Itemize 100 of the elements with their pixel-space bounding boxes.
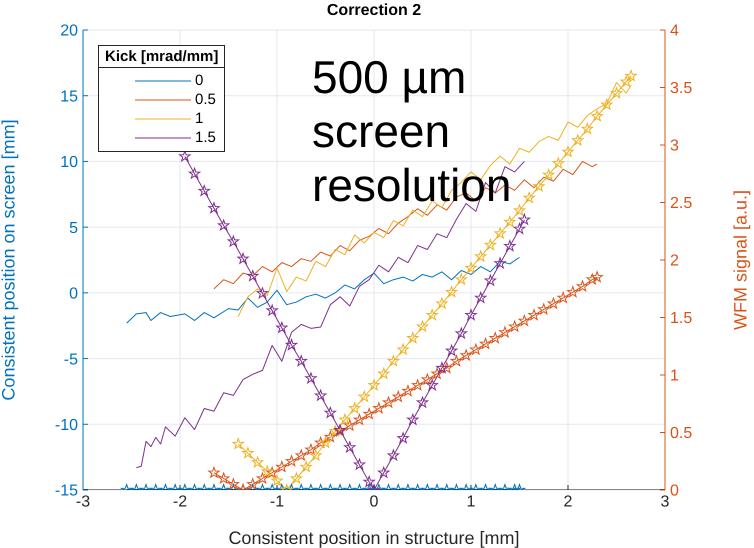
point bbox=[412, 379, 424, 390]
point bbox=[266, 466, 278, 478]
point bbox=[470, 344, 482, 355]
point bbox=[518, 214, 530, 225]
point bbox=[368, 379, 380, 390]
point bbox=[528, 309, 540, 320]
point bbox=[557, 292, 569, 303]
legend-label: 1 bbox=[195, 110, 204, 127]
legend-label: 1.5 bbox=[195, 129, 216, 146]
point bbox=[266, 304, 278, 316]
legend-title: Kick [mrad/mm] bbox=[99, 46, 224, 68]
point bbox=[610, 87, 622, 98]
x-axis-title: Consistent position in structure [mm] bbox=[228, 528, 520, 548]
x-tick-label: 0 bbox=[370, 493, 379, 510]
x-tick-label: -3 bbox=[76, 493, 90, 510]
point bbox=[542, 168, 554, 180]
point bbox=[474, 250, 486, 262]
point bbox=[397, 432, 409, 444]
point bbox=[320, 436, 332, 448]
point bbox=[388, 450, 400, 460]
point bbox=[402, 385, 414, 396]
point bbox=[339, 414, 351, 425]
point bbox=[344, 441, 356, 452]
point bbox=[450, 355, 462, 366]
point bbox=[242, 447, 254, 458]
point bbox=[576, 280, 588, 292]
point bbox=[446, 286, 458, 298]
point bbox=[538, 303, 550, 314]
point bbox=[572, 134, 584, 146]
point bbox=[310, 450, 322, 460]
point bbox=[407, 414, 419, 425]
point bbox=[329, 425, 341, 436]
point bbox=[514, 204, 526, 216]
point bbox=[363, 408, 375, 420]
point bbox=[276, 322, 288, 333]
point bbox=[523, 192, 535, 203]
point bbox=[358, 390, 370, 402]
point bbox=[508, 320, 520, 332]
point bbox=[465, 309, 477, 320]
y2-tick-label: 0.5 bbox=[670, 425, 692, 442]
point bbox=[552, 157, 564, 168]
point bbox=[286, 455, 298, 466]
point bbox=[426, 309, 438, 320]
point bbox=[314, 436, 326, 448]
point bbox=[344, 420, 356, 431]
point bbox=[218, 472, 230, 484]
point bbox=[504, 216, 516, 227]
point bbox=[504, 240, 516, 252]
point bbox=[591, 110, 603, 122]
point bbox=[218, 220, 230, 230]
point bbox=[179, 150, 191, 162]
point bbox=[324, 406, 336, 418]
y-tick-label: -15 bbox=[54, 482, 78, 500]
point bbox=[208, 202, 220, 214]
point bbox=[300, 461, 312, 472]
y-tick-label: 0 bbox=[69, 286, 78, 303]
point bbox=[378, 466, 390, 478]
y2-tick-label: 3 bbox=[670, 138, 679, 155]
point bbox=[548, 298, 560, 309]
point bbox=[348, 402, 360, 414]
x-tick-label: -1 bbox=[270, 493, 284, 510]
point bbox=[305, 444, 317, 455]
point bbox=[422, 374, 434, 385]
point bbox=[314, 390, 326, 401]
point bbox=[499, 326, 511, 338]
y-tick-label: -10 bbox=[54, 416, 78, 434]
point bbox=[232, 438, 244, 449]
point bbox=[480, 338, 492, 349]
y-tick-label: 20 bbox=[60, 22, 78, 40]
point bbox=[484, 274, 496, 286]
point bbox=[431, 368, 443, 379]
point bbox=[378, 368, 390, 379]
y2-tick-label: 2 bbox=[670, 252, 679, 270]
point bbox=[625, 70, 637, 81]
point bbox=[436, 362, 448, 374]
point bbox=[446, 344, 458, 356]
y2-tick-label: 3.5 bbox=[670, 80, 692, 98]
point bbox=[465, 262, 477, 273]
y-tick-label: 5 bbox=[69, 220, 78, 237]
point bbox=[324, 431, 336, 442]
x-tick-label: 1 bbox=[466, 493, 476, 510]
point bbox=[514, 222, 526, 234]
y2-tick-label: 1.5 bbox=[670, 310, 692, 328]
point bbox=[620, 76, 632, 87]
y-tick-label: -5 bbox=[64, 351, 78, 368]
point bbox=[354, 458, 366, 470]
point bbox=[416, 320, 428, 332]
point bbox=[484, 239, 496, 250]
point bbox=[382, 396, 394, 408]
point bbox=[533, 180, 545, 192]
point bbox=[494, 257, 506, 268]
point bbox=[296, 355, 307, 366]
point bbox=[601, 98, 613, 110]
point bbox=[441, 362, 452, 374]
chart-title: Correction 2 bbox=[326, 2, 422, 20]
point bbox=[228, 478, 240, 490]
point bbox=[286, 339, 298, 350]
point bbox=[252, 456, 264, 468]
point bbox=[518, 314, 530, 326]
point bbox=[460, 349, 472, 360]
